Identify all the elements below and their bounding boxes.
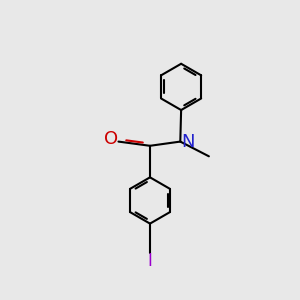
Text: I: I [148, 253, 152, 271]
Text: N: N [181, 133, 195, 151]
Text: O: O [104, 130, 118, 148]
